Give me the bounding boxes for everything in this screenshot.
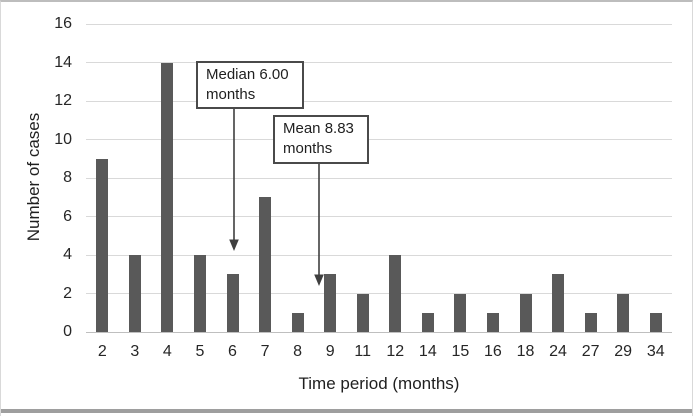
x-tick-label: 4 [162,343,172,360]
bar-18-months [519,293,532,332]
median-callout: Median 6.00 months [196,61,304,109]
x-axis-title: Time period (months) [298,374,460,393]
x-tick-label: 9 [325,343,335,360]
bar-6-months [226,274,239,332]
bar-16-months [486,312,499,332]
x-axis-line [86,331,672,333]
x-tick-label: 29 [614,343,633,360]
x-tick-label: 8 [293,343,303,360]
x-tick-label: 24 [549,343,567,360]
bar-27-months [584,312,597,332]
bar-14-months [421,312,434,332]
y-tick-label: 0 [63,323,72,340]
bar-5-months [193,255,206,332]
bar-9-months [324,274,337,332]
y-tick-label: 2 [63,284,72,302]
x-tick-label: 6 [228,343,237,360]
x-tick-label: 2 [97,343,107,360]
bar-12-months [389,255,402,332]
median-arrow [229,109,239,251]
bar-11-months [356,293,369,332]
y-tick-label: 4 [63,246,72,263]
bar-3-months [128,255,141,332]
x-tick-label: 16 [484,343,502,360]
bar-24-months [552,274,565,332]
bar-2-months [96,158,109,332]
gridline [86,293,672,294]
gridline [86,216,672,217]
x-tick-label: 11 [354,343,372,360]
bar-34-months [649,312,662,332]
y-tick-label: 6 [63,207,72,225]
median-callout-line1: Median 6.00 [206,66,289,83]
x-tick-label: 3 [130,343,140,360]
mean-arrow [314,164,324,286]
y-tick-label: 8 [63,169,72,186]
y-tick-label: 10 [54,130,72,148]
x-tick-label: 18 [516,343,535,360]
gridline [86,177,672,179]
x-tick-label: 5 [195,343,205,360]
x-tick-label: 12 [386,343,405,360]
mean-callout: Mean 8.83 months [273,115,369,164]
bar-29-months [617,293,630,332]
mean-callout-line2: months [283,140,333,158]
mean-callout-line1: Mean 8.83 [283,120,354,137]
gridline [86,100,672,102]
x-tick-label: 34 [646,343,665,360]
bar-7-months [259,197,272,332]
gridline [86,62,672,63]
y-tick-label: 14 [54,53,72,71]
x-tick-label: 14 [418,343,437,360]
x-tick-label: 15 [451,343,470,360]
bar-15-months [454,293,467,332]
x-tick-label: 7 [260,343,270,360]
median-callout-line2: months [206,86,256,104]
bar-4-months [161,62,174,332]
bar-8-months [291,312,304,332]
y-tick-label: 12 [54,92,72,109]
y-tick-label: 16 [54,15,72,32]
gridline [86,254,672,256]
bottom-rule [1,409,692,413]
gridline [86,139,672,140]
x-tick-label: 27 [581,343,600,360]
gridline [86,23,672,25]
